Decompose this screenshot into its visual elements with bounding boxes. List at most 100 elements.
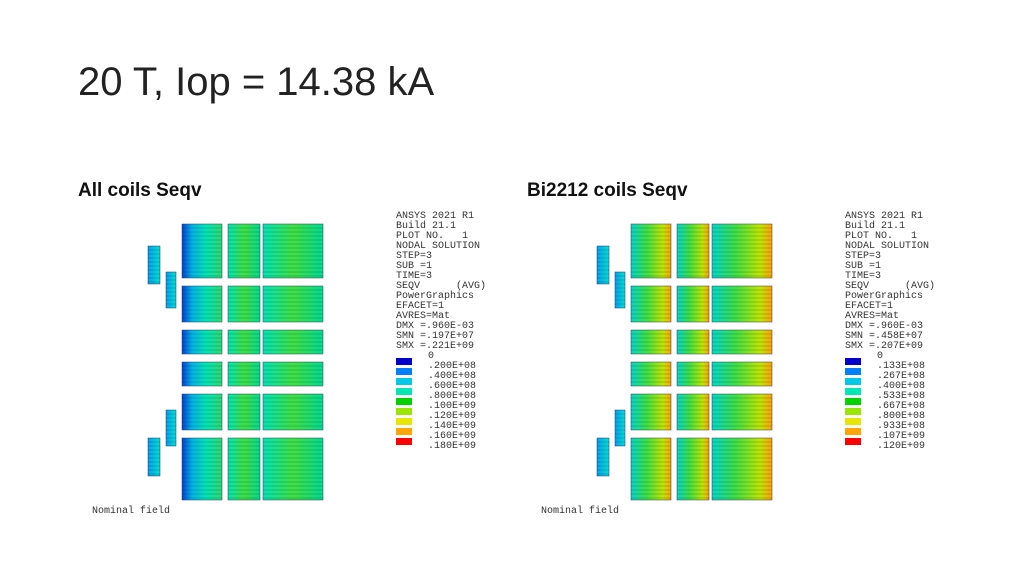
info-line: EFACET=1 xyxy=(845,301,894,312)
legend-swatch xyxy=(845,388,861,395)
legend-label: .400E+08 xyxy=(877,381,926,392)
info-line: STEP=3 xyxy=(845,251,882,262)
footer-note: Nominal field xyxy=(92,506,171,517)
slide-title: 20 T, Iop = 14.38 kA xyxy=(78,60,435,104)
info-line: NODAL SOLUTION xyxy=(396,241,481,252)
info-line: Build 21.1 xyxy=(845,221,906,232)
info-line: SMN =.458E+07 xyxy=(845,331,924,342)
panel-heading: All coils Seqv xyxy=(78,180,202,201)
legend-swatch xyxy=(845,418,861,425)
legend-swatch xyxy=(396,438,412,445)
coil-block xyxy=(227,437,261,501)
coil-block xyxy=(227,285,261,323)
info-line: ANSYS 2021 R1 xyxy=(396,211,475,222)
legend-label: .533E+08 xyxy=(877,391,926,402)
legend-swatch xyxy=(845,378,861,385)
legend-swatch xyxy=(396,368,412,375)
info-line: SUB =1 xyxy=(396,261,433,272)
coil-block xyxy=(262,437,324,501)
info-line: ANSYS 2021 R1 xyxy=(845,211,924,222)
info-line: STEP=3 xyxy=(396,251,433,262)
info-line: SMN =.197E+07 xyxy=(396,331,475,342)
legend-swatch xyxy=(845,358,861,365)
coil-block xyxy=(630,393,672,431)
coil-block xyxy=(711,223,773,279)
legend-label: .800E+08 xyxy=(428,391,477,402)
legend-swatch xyxy=(845,428,861,435)
coil-block xyxy=(147,245,161,285)
legend-label: .120E+09 xyxy=(877,441,926,452)
coil-block xyxy=(630,223,672,279)
legend-swatch xyxy=(396,398,412,405)
coil-block xyxy=(676,393,710,431)
legend-label: .180E+09 xyxy=(428,441,477,452)
coil-block xyxy=(630,285,672,323)
info-line: SEQV (AVG) xyxy=(396,281,487,292)
coil-block xyxy=(614,271,626,309)
legend-label: .933E+08 xyxy=(877,421,926,432)
legend-swatch xyxy=(396,428,412,435)
info-line: EFACET=1 xyxy=(396,301,445,312)
coil-block xyxy=(676,223,710,279)
coil-block xyxy=(181,285,223,323)
coil-block xyxy=(711,437,773,501)
info-line: SMX =.207E+09 xyxy=(845,341,924,352)
coil-block xyxy=(165,271,177,309)
coil-block xyxy=(262,393,324,431)
info-line: SEQV (AVG) xyxy=(845,281,936,292)
coil-block xyxy=(711,393,773,431)
legend-label: 0 xyxy=(877,351,884,362)
legend-label: .667E+08 xyxy=(877,401,926,412)
legend-label: .120E+09 xyxy=(428,411,477,422)
legend-label: .600E+08 xyxy=(428,381,477,392)
info-line: PowerGraphics xyxy=(845,291,924,302)
legend-swatch xyxy=(396,378,412,385)
legend-label: .800E+08 xyxy=(877,411,926,422)
panel-heading: Bi2212 coils Seqv xyxy=(527,180,688,201)
legend-labels: 0.133E+08.267E+08.400E+08.533E+08.667E+0… xyxy=(877,352,925,452)
coil-block xyxy=(676,285,710,323)
coil-block xyxy=(181,437,223,501)
coil-block xyxy=(596,245,610,285)
legend-swatch xyxy=(845,408,861,415)
coil-block xyxy=(227,393,261,431)
legend-swatch xyxy=(396,358,412,365)
legend-label: .200E+08 xyxy=(428,361,477,372)
coil-block xyxy=(614,409,626,447)
info-line: NODAL SOLUTION xyxy=(845,241,930,252)
footer-note: Nominal field xyxy=(541,506,620,517)
info-line: Build 21.1 xyxy=(396,221,457,232)
legend-label: .140E+09 xyxy=(428,421,477,432)
coil-block xyxy=(181,393,223,431)
info-line: PLOT NO. 1 xyxy=(845,231,918,242)
info-line: SUB =1 xyxy=(845,261,882,272)
coil-block xyxy=(181,223,223,279)
legend-label: .133E+08 xyxy=(877,361,926,372)
legend-label: .100E+09 xyxy=(428,401,477,412)
legend-swatch xyxy=(396,418,412,425)
legend-swatch xyxy=(845,368,861,375)
legend-swatch xyxy=(845,398,861,405)
coil-block xyxy=(262,285,324,323)
info-line: DMX =.960E-03 xyxy=(845,321,924,332)
coil-block xyxy=(147,437,161,477)
coil-block xyxy=(262,223,324,279)
info-line: SMX =.221E+09 xyxy=(396,341,475,352)
info-line: PLOT NO. 1 xyxy=(396,231,469,242)
info-line: AVRES=Mat xyxy=(845,311,900,322)
coil-block xyxy=(596,437,610,477)
ansys-info: ANSYS 2021 R1 Build 21.1 PLOT NO. 1 NODAL S… xyxy=(845,212,935,352)
legend-label: 0 xyxy=(428,351,435,362)
coil-block xyxy=(711,285,773,323)
legend-swatch xyxy=(845,438,861,445)
coil-block xyxy=(165,409,177,447)
legend-label: .107E+09 xyxy=(877,431,926,442)
coil-block xyxy=(630,437,672,501)
legend-labels: 0.200E+08.400E+08.600E+08.800E+08.100E+0… xyxy=(428,352,476,452)
coil-block xyxy=(227,223,261,279)
info-line: AVRES=Mat xyxy=(396,311,451,322)
info-line: TIME=3 xyxy=(396,271,433,282)
info-line: DMX =.960E-03 xyxy=(396,321,475,332)
